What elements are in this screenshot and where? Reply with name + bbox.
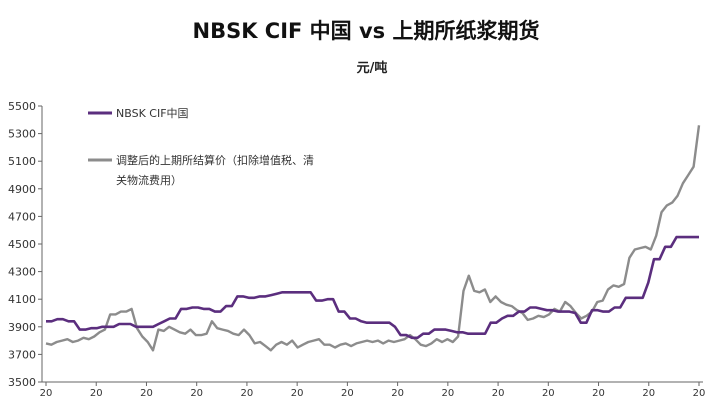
x-tick-label: 20: [592, 388, 605, 399]
legend: NBSK CIF中国 调整后的上期所结算价（扣除增值税、清关物流费用）: [88, 107, 314, 187]
y-tick-label: 4500: [8, 238, 36, 251]
plot-lines: [45, 125, 701, 352]
y-tick-label: 5300: [8, 128, 36, 141]
x-tick-label: 20: [291, 388, 304, 399]
x-tick-label: 20: [391, 388, 404, 399]
x-tick-label: 20: [140, 388, 153, 399]
legend-label-futures-line2: 关物流费用）: [116, 173, 182, 187]
x-tick-label: 20: [492, 388, 505, 399]
x-tick-label: 20: [40, 388, 53, 399]
y-tick-label: 3500: [8, 376, 36, 389]
y-tick-label: 4100: [8, 293, 36, 306]
x-tick-label: 20: [241, 388, 254, 399]
y-tick-label: 5500: [8, 100, 36, 113]
x-tick-label: 20: [542, 388, 555, 399]
x-tick-label: 20: [693, 388, 706, 399]
y-tick-label: 4700: [8, 210, 36, 223]
legend-label-nbsk: NBSK CIF中国: [116, 107, 189, 120]
y-tick-label: 4300: [8, 266, 36, 279]
x-axis: 20 20 20 20 20 20 20 20 20 20 20 20 20 20: [40, 381, 706, 399]
series-line-nbsk: [46, 235, 699, 340]
chart-title: NBSK CIF 中国 vs 上期所纸浆期货: [193, 19, 540, 43]
x-tick-label: 20: [441, 388, 454, 399]
x-tick-label: 20: [190, 388, 203, 399]
y-axis: 5500 5300 5100 4900 4700 4500 4300 4100 3900 3700…: [8, 100, 43, 389]
x-tick-label: 20: [642, 388, 655, 399]
y-tick-label: 3900: [8, 321, 36, 334]
chart-subtitle: 元/吨: [357, 60, 388, 76]
y-tick-label: 3700: [8, 348, 36, 361]
x-tick-label: 20: [341, 388, 354, 399]
legend-label-futures-line1: 调整后的上期所结算价（扣除增值税、清: [116, 153, 314, 167]
legend-label-futures: 调整后的上期所结算价（扣除增值税、清关物流费用）: [116, 153, 314, 187]
y-tick-label: 5100: [8, 155, 36, 168]
y-tick-label: 4900: [8, 183, 36, 196]
x-tick-label: 20: [90, 388, 103, 399]
